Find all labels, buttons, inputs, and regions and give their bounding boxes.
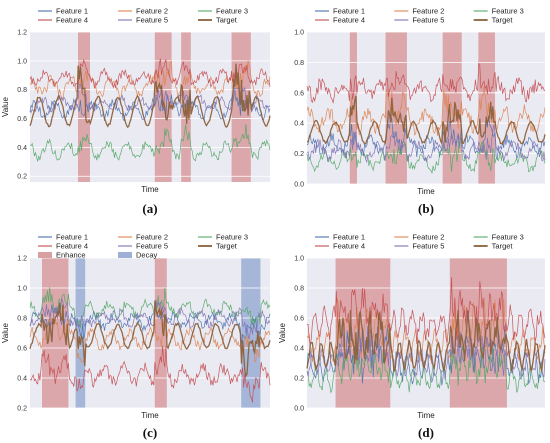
- y-tick-label: 0.6: [17, 346, 27, 353]
- legend-label: Target: [216, 242, 238, 251]
- y-tick-label: 0.6: [294, 316, 304, 323]
- y-tick-label: 0.6: [294, 90, 304, 97]
- x-axis-label: Time: [141, 411, 159, 420]
- series-line-feature-4: [29, 58, 271, 89]
- y-tick-label: 0.2: [17, 174, 27, 181]
- y-axis-label: Value: [1, 97, 10, 117]
- legend-label: Target: [492, 242, 514, 251]
- y-tick-label: 1.0: [17, 286, 27, 293]
- series-line-feature-1: [306, 115, 546, 161]
- legend-label: Feature 5: [136, 242, 168, 251]
- legend-label: Decay: [136, 251, 158, 260]
- series-line-feature-2: [29, 316, 271, 363]
- series-line-feature-4: [306, 62, 546, 104]
- y-tick-label: 0.4: [294, 121, 304, 128]
- series-line-feature-5: [29, 298, 271, 340]
- legend-label: Feature 2: [136, 233, 168, 242]
- series-line-target: [29, 300, 271, 378]
- legend-label: Feature 2: [412, 233, 444, 242]
- y-tick-label: 0.4: [17, 376, 27, 383]
- series-line-target: [306, 310, 546, 373]
- series-line-target: [29, 63, 271, 129]
- legend-label: Feature 3: [216, 7, 248, 16]
- panel-caption: (b): [418, 201, 434, 216]
- y-tick-label: 0.8: [17, 87, 27, 94]
- legend-label: Feature 4: [56, 16, 88, 25]
- y-tick-label: 0.4: [17, 145, 27, 152]
- legend-label: Feature 3: [492, 7, 524, 16]
- legend-label: Feature 5: [136, 16, 168, 25]
- legend-label: Feature 2: [412, 7, 444, 16]
- enhance-region: [154, 258, 167, 408]
- y-tick-label: 1.0: [17, 58, 27, 65]
- legend-label: Feature 1: [56, 7, 88, 16]
- legend-label: Feature 4: [56, 242, 88, 251]
- legend-swatch-decay: [118, 252, 132, 258]
- series-line-feature-3: [29, 287, 271, 330]
- legend-label: Feature 2: [136, 7, 168, 16]
- y-tick-label: 1.2: [17, 256, 27, 263]
- x-axis-label: Time: [417, 187, 435, 196]
- y-tick-label: 0.2: [294, 151, 304, 158]
- y-tick-label: 0.8: [294, 60, 304, 67]
- series-line-feature-3: [306, 345, 546, 394]
- x-axis-label: Time: [417, 411, 435, 420]
- legend-label: Feature 4: [333, 16, 365, 25]
- panel-caption: (a): [142, 201, 157, 216]
- legend-swatch-enhance: [38, 252, 52, 258]
- y-tick-label: 1.0: [294, 30, 304, 37]
- series-line-feature-4: [29, 345, 271, 403]
- y-tick-label: 0.4: [294, 346, 304, 353]
- panel-caption: (d): [418, 425, 434, 440]
- legend-label: Feature 3: [216, 233, 248, 242]
- legend-label: Feature 3: [492, 233, 524, 242]
- legend-label: Feature 4: [333, 242, 365, 251]
- series-line-feature-3: [29, 123, 271, 162]
- y-tick-label: 0.6: [17, 116, 27, 123]
- y-tick-label: 0.0: [294, 182, 304, 189]
- legend-label: Feature 5: [412, 242, 444, 251]
- y-tick-label: 0.8: [17, 316, 27, 323]
- legend-label: Feature 1: [56, 233, 88, 242]
- y-tick-label: 0.2: [17, 406, 27, 413]
- decay-region: [241, 258, 261, 408]
- series-line-target: [306, 95, 546, 146]
- y-axis-label: Value: [278, 323, 287, 343]
- legend-label: Target: [492, 16, 514, 25]
- x-axis-label: Time: [141, 185, 159, 194]
- y-axis-label: Value: [1, 323, 10, 343]
- series-line-feature-2: [306, 86, 546, 136]
- series-line-feature-5: [306, 124, 546, 164]
- legend-label: Feature 5: [412, 16, 444, 25]
- panel-1: 0.0 0.2 0.4 0.6 0.8 1.0 Time Feature 1 Feature 2…: [294, 7, 546, 216]
- y-tick-label: 0.2: [294, 376, 304, 383]
- legend-label: Enhance: [56, 251, 86, 260]
- y-tick-label: 1.2: [17, 30, 27, 37]
- y-tick-label: 0.8: [294, 286, 304, 293]
- legend-label: Target: [216, 16, 238, 25]
- panel-caption: (c): [143, 425, 157, 440]
- series-line-feature-4: [306, 277, 546, 346]
- legend-label: Feature 1: [333, 233, 365, 242]
- y-tick-label: 0.0: [294, 406, 304, 413]
- series-line-feature-5: [29, 83, 271, 114]
- legend-label: Feature 1: [333, 7, 365, 16]
- y-tick-label: 1.0: [294, 256, 304, 263]
